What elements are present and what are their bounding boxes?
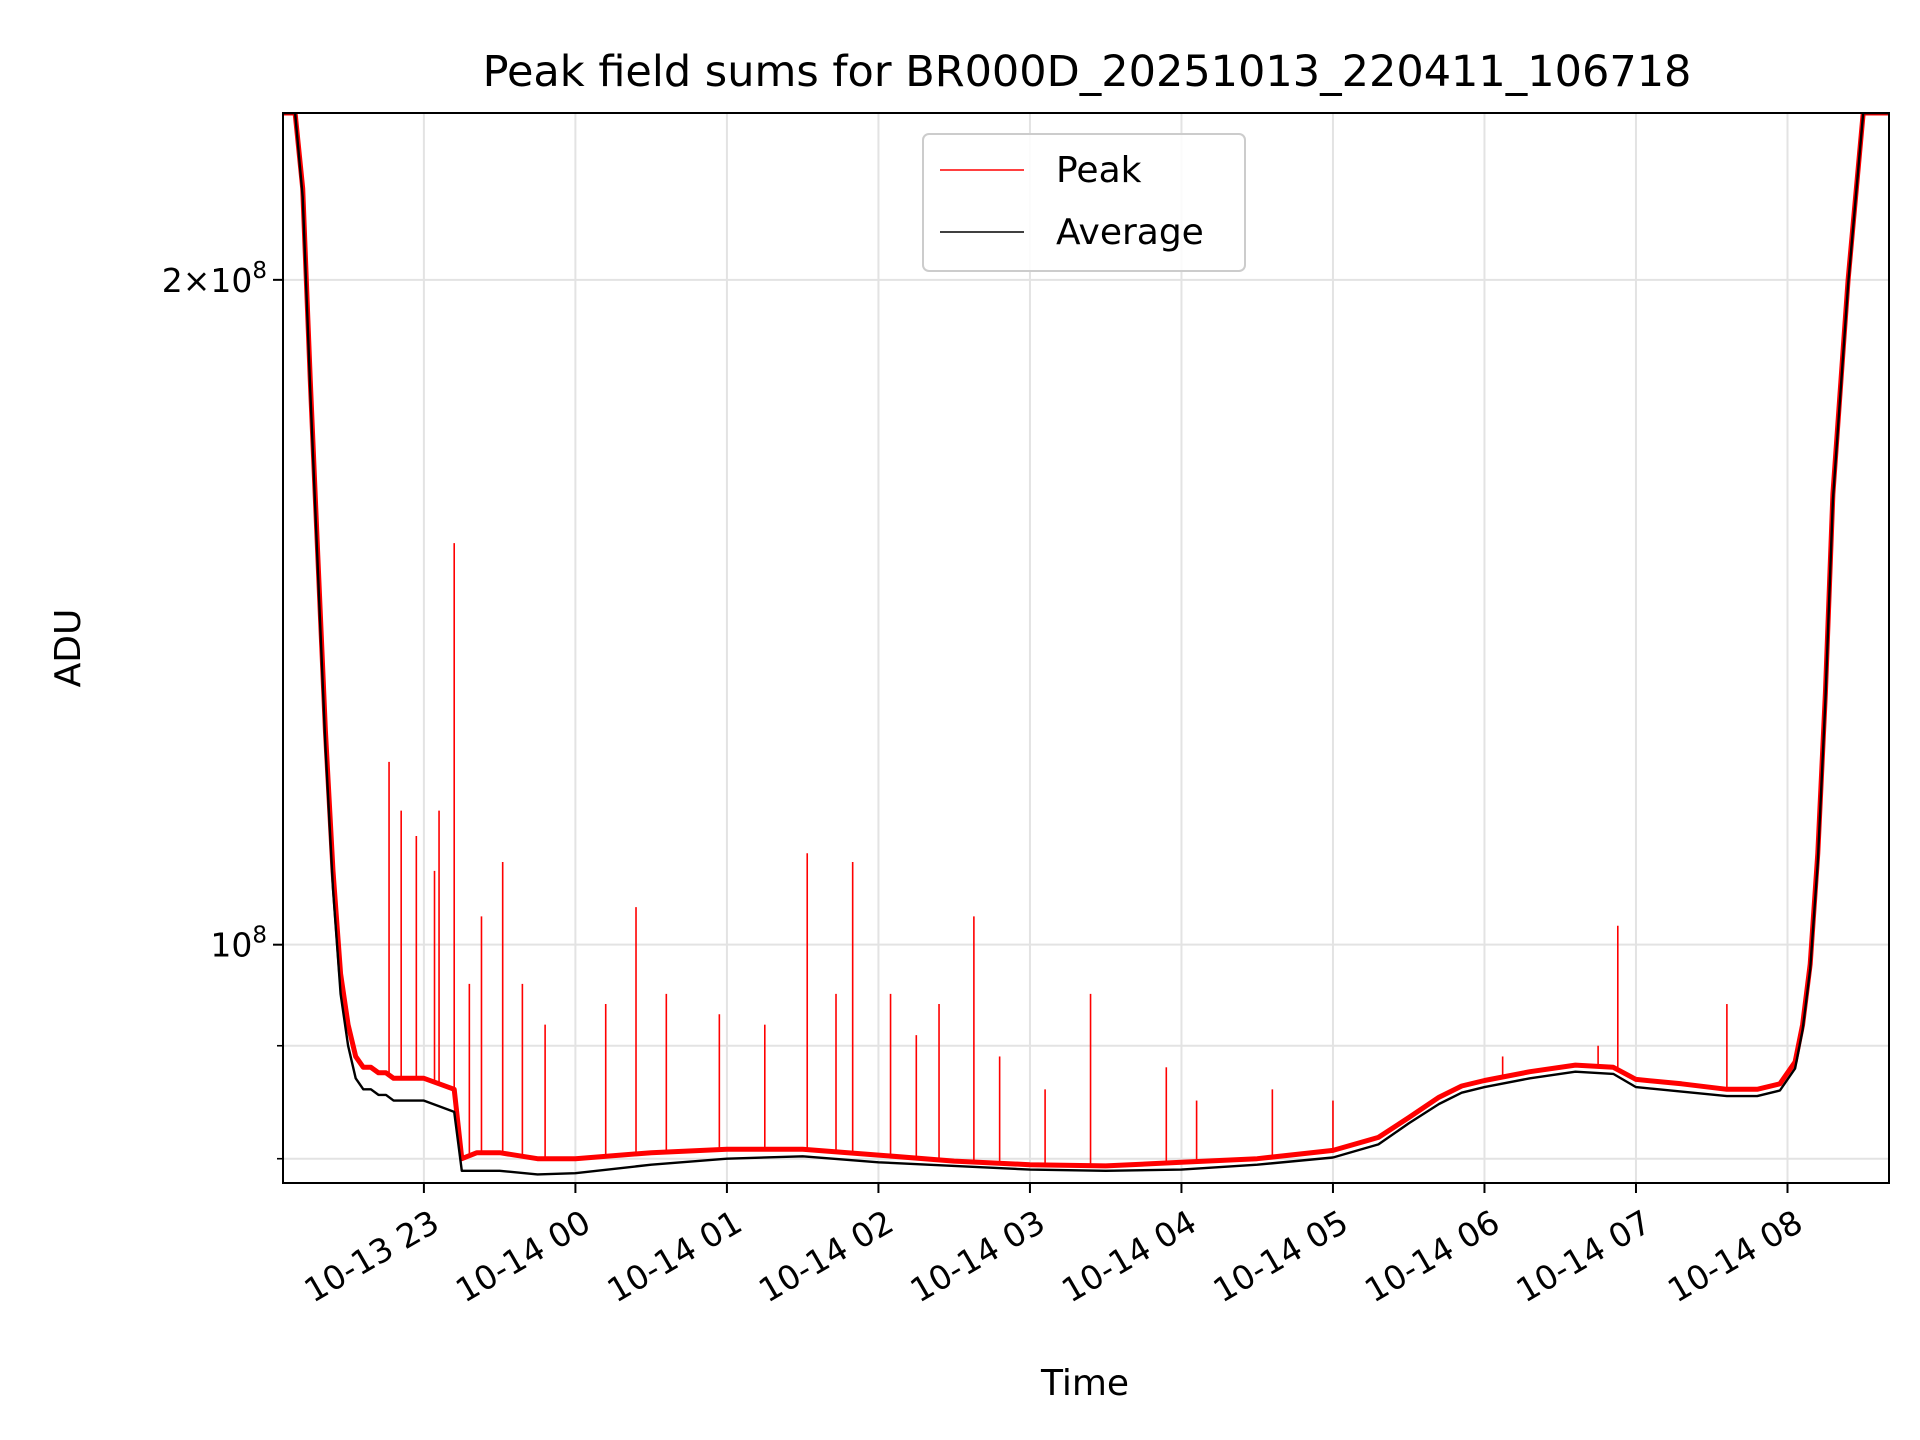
- series-line-peak: [283, 113, 1889, 1169]
- y-axis-label: ADU: [48, 609, 89, 688]
- legend: Peak Average: [922, 133, 1246, 272]
- plot-frame: [282, 112, 1890, 1184]
- gridlines: [283, 113, 1889, 1183]
- legend-box: [922, 133, 1246, 272]
- legend-label-average: Average: [1056, 212, 1204, 253]
- legend-label-peak: Peak: [1056, 150, 1142, 191]
- y-tick-label: 2×108: [162, 258, 267, 300]
- series-line-average: [283, 113, 1889, 1176]
- x-axis-label: Time: [1040, 1363, 1129, 1404]
- chart-title: Peak field sums for BR000D_20251013_2204…: [483, 47, 1692, 97]
- plot-series: [283, 113, 1889, 1176]
